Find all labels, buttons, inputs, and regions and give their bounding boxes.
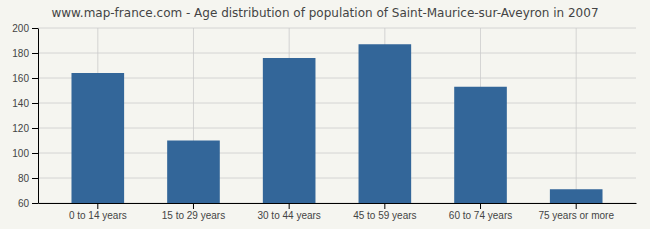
tick-label: 0 to 14 years [69,210,127,221]
tick-mark [32,103,38,104]
tick: 140 [12,98,38,109]
tick: 45 to 59 years [353,203,416,221]
tick: 75 years or more [538,203,614,221]
bar [359,44,412,203]
tick-label: 120 [12,123,29,134]
bar [263,58,316,203]
axis-line [38,29,39,204]
bar [454,87,507,203]
tick-mark [32,53,38,54]
tick-label: 180 [12,48,29,59]
tick: 160 [12,73,38,84]
tick-mark [32,203,38,204]
grid-line [38,28,636,29]
tick-label: 160 [12,73,29,84]
title: www.map-france.com - Age distribution of… [51,6,598,20]
grid-line [38,178,636,179]
grid [38,28,636,203]
tick-mark [384,203,385,209]
grid-line [38,103,636,104]
tick-label: 15 to 29 years [162,210,225,221]
tick-label: 30 to 44 years [257,210,320,221]
grid-line [38,78,636,79]
tick-mark [32,128,38,129]
tick-mark [289,203,290,209]
axis-line [39,203,637,204]
grid-line [576,28,577,203]
tick: 60 [18,198,38,209]
tick-label: 60 [18,198,30,209]
tick: 120 [12,123,38,134]
tick-mark [576,203,577,209]
tick: 180 [12,48,38,59]
tick: 100 [12,148,38,159]
tick-mark [193,203,194,209]
plot: 0 to 14 years 15 to 29 years 30 to 44 year… [12,23,636,229]
y-axis: 60 80 100 120 140 160 180 200 [12,23,38,209]
tick-mark [97,203,98,209]
tick-label: 60 to 74 years [449,210,512,221]
tick-label: 80 [18,173,30,184]
tick: 200 [12,23,38,34]
bars [71,44,602,203]
tick-label: 100 [12,148,29,159]
tick: 15 to 29 years [162,203,225,221]
tick-label: 45 to 59 years [353,210,416,221]
tick-label: 140 [12,98,29,109]
tick-label: 75 years or more [538,210,614,221]
tick-mark [32,178,38,179]
tick-label: 200 [12,23,29,34]
tick-mark [32,153,38,154]
tick-mark [32,28,38,29]
tick: 0 to 14 years [69,203,127,221]
bar [167,141,220,204]
tick: 60 to 74 years [449,203,512,221]
tick: 30 to 44 years [257,203,320,221]
tick: 80 [18,173,38,184]
tick-mark [32,78,38,79]
grid-line [38,53,636,54]
grid-line [38,153,636,154]
x-axis: 0 to 14 years 15 to 29 years 30 to 44 year… [39,203,637,221]
tick-mark [480,203,481,209]
bar [71,73,124,203]
grid-line [38,128,636,129]
bar [550,189,603,203]
grid-line [38,203,636,204]
chart: 0 to 14 years 15 to 29 years 30 to 44 year… [0,0,650,229]
